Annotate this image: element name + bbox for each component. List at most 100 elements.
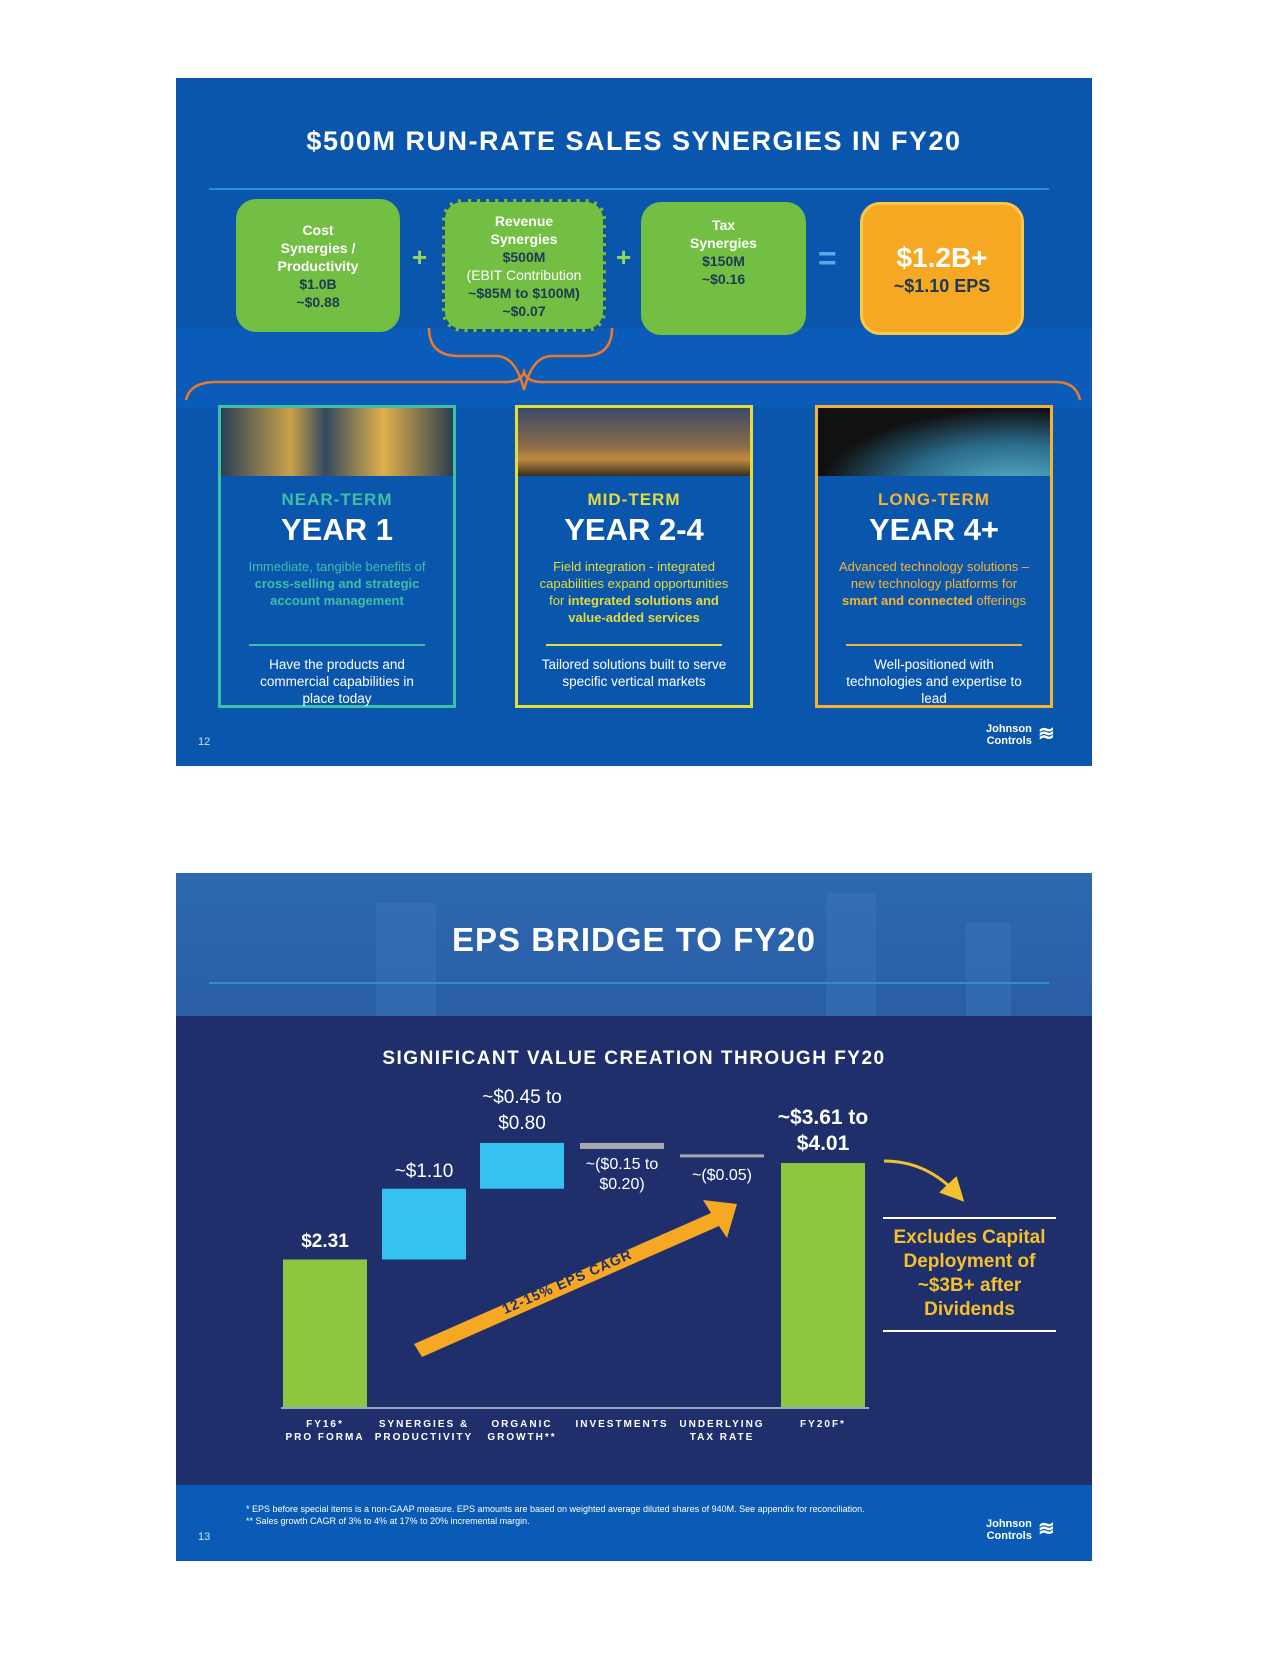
- earth-image: [818, 408, 1050, 476]
- card-term: LONG-TERM: [878, 490, 990, 509]
- title-rule: [209, 188, 1049, 190]
- total-eps: ~$1.10 EPS: [893, 275, 991, 296]
- logo-mark-icon: ≋: [1038, 1518, 1055, 1540]
- value-label-line: $4.01: [796, 1132, 850, 1156]
- value-label: ~$1.10: [352, 1160, 496, 1183]
- title-rule: [209, 982, 1049, 984]
- card-footer: Tailored solutions built to serve specif…: [541, 657, 727, 689]
- skyline-building: [826, 893, 876, 1016]
- category-label-line: PRODUCTIVITY: [374, 1432, 474, 1443]
- johnson-controls-logo: Johnson Controls: [986, 723, 1032, 747]
- footnote: ** Sales growth CAGR of 3% to 4% at 17% …: [246, 1516, 530, 1526]
- bar-1: [382, 1188, 466, 1260]
- highway-image: [518, 408, 750, 476]
- johnson-controls-logo: Johnson Controls: [986, 1518, 1032, 1542]
- desc-bold: smart and connected: [841, 593, 973, 608]
- bar-2: [480, 1142, 564, 1189]
- desc-text: Field integration - integrated capabilit…: [539, 559, 729, 608]
- card-year: YEAR 4+: [868, 512, 1000, 547]
- card-term: NEAR-TERM: [281, 490, 393, 509]
- cagr-label: 12-15% EPS CAGR: [500, 1246, 635, 1317]
- footer-band: [176, 1485, 1092, 1561]
- card-divider: [546, 644, 722, 646]
- box-note: (EBIT Contribution: [466, 266, 582, 283]
- box-range: ~$85M to $100M): [468, 284, 580, 301]
- curved-arrow-icon: [883, 1159, 965, 1202]
- card-desc: Advanced technology solutions – new tech…: [836, 558, 1032, 630]
- box-amount: $150M: [702, 253, 745, 269]
- value-label-line: $0.80: [498, 1112, 546, 1134]
- skyline-header: [176, 873, 1092, 1016]
- cost-synergies-box: Cost Synergies / Productivity $1.0B ~$0.…: [236, 199, 400, 332]
- box-eps: ~$0.07: [502, 302, 546, 319]
- desc-text: Immediate, tangible benefits of: [248, 559, 426, 574]
- box-amount: $1.0B: [299, 275, 337, 292]
- category-label-line: PRO FORMA: [285, 1432, 365, 1443]
- category-label-line: GROWTH**: [487, 1432, 557, 1443]
- page-number: 12: [198, 736, 211, 748]
- band: [176, 328, 1092, 408]
- box-eps: ~$0.16: [701, 271, 746, 287]
- box-line: Synergies: [490, 230, 558, 247]
- plus-icon: +: [616, 242, 632, 272]
- skyline-building: [966, 923, 1011, 1016]
- card-mid-term: MID-TERM YEAR 2-4 Field integration - in…: [515, 405, 753, 708]
- brace-connector: [184, 327, 1082, 401]
- logo-mark-icon: ≋: [1038, 723, 1055, 745]
- value-label: ~$0.45 to $0.80: [450, 1085, 594, 1137]
- category-label-line: FY16*: [306, 1419, 344, 1430]
- desc-text: Advanced technology solutions – new tech…: [838, 559, 1030, 591]
- category-label-line: TAX RATE: [689, 1432, 755, 1443]
- desc-bold: cross-selling and strategic account mana…: [254, 576, 420, 608]
- card-divider: [846, 644, 1022, 646]
- card-footer: Well-positioned with technologies and ex…: [846, 657, 1022, 706]
- box-line: Productivity: [277, 257, 359, 274]
- chart-title: SIGNIFICANT VALUE CREATION THROUGH FY20: [382, 1048, 886, 1069]
- slide-12: $500M RUN-RATE SALES SYNERGIES IN FY20 C…: [176, 78, 1092, 766]
- value-label: ~$3.61 to $4.01: [751, 1105, 895, 1157]
- card-long-term: LONG-TERM YEAR 4+ Advanced technology so…: [815, 405, 1053, 708]
- plus-icon: +: [412, 242, 428, 272]
- slide-13: EPS BRIDGE TO FY20 SIGNIFICANT VALUE CRE…: [176, 873, 1092, 1561]
- value-label-line: ~($0.15 to: [585, 1155, 659, 1173]
- card-divider: [249, 644, 425, 646]
- card-footer: Have the products and commercial capabil…: [260, 657, 414, 706]
- footnote: * EPS before special items is a non-GAAP…: [246, 1504, 865, 1514]
- equals-icon: =: [818, 240, 837, 276]
- bar-3: [580, 1142, 664, 1149]
- logo-text: Controls: [986, 735, 1032, 747]
- box-line: Cost: [302, 221, 334, 238]
- bar-5: [781, 1163, 865, 1408]
- logo-text: Johnson: [986, 723, 1032, 735]
- category-label: UNDERLYING TAX RATE: [667, 1418, 777, 1444]
- skyline-building: [376, 903, 436, 1016]
- value-label: $2.31: [253, 1230, 397, 1253]
- value-label-line: ~($0.05): [691, 1167, 753, 1185]
- category-label: INVESTMENTS: [567, 1418, 677, 1431]
- card-term: MID-TERM: [587, 490, 681, 509]
- category-label: ORGANIC GROWTH**: [467, 1418, 577, 1444]
- page-number: 13: [198, 1531, 211, 1543]
- box-line: Synergies: [690, 235, 757, 251]
- callout-text: Excludes Capital Deployment of ~$3B+ aft…: [893, 1227, 1046, 1320]
- value-label-line: ~$0.45 to: [482, 1086, 562, 1108]
- box-amount: $500M: [502, 248, 546, 265]
- category-label-line: FY20F*: [800, 1419, 846, 1430]
- logo-text: Controls: [986, 1530, 1032, 1542]
- category-label-line: ORGANIC: [491, 1419, 553, 1430]
- category-label-line: SYNERGIES &: [378, 1419, 470, 1430]
- value-label: ~($0.05): [650, 1166, 794, 1186]
- total-box: $1.2B+ ~$1.10 EPS: [860, 202, 1024, 335]
- cagr-arrow: [414, 1200, 737, 1357]
- value-label-line: $0.20): [599, 1175, 645, 1193]
- slide-title: $500M RUN-RATE SALES SYNERGIES IN FY20: [306, 126, 962, 156]
- tax-synergies-box: Tax Synergies $150M ~$0.16: [641, 202, 806, 335]
- category-label: SYNERGIES & PRODUCTIVITY: [369, 1418, 479, 1444]
- card-desc: Immediate, tangible benefits of cross-se…: [239, 558, 435, 630]
- value-label-line: ~$1.10: [394, 1160, 454, 1182]
- value-label-line: $2.31: [301, 1231, 349, 1253]
- logo-text: Johnson: [986, 1518, 1032, 1530]
- bar-4: [680, 1154, 764, 1158]
- bar-0: [283, 1259, 367, 1408]
- card-desc: Field integration - integrated capabilit…: [536, 558, 732, 630]
